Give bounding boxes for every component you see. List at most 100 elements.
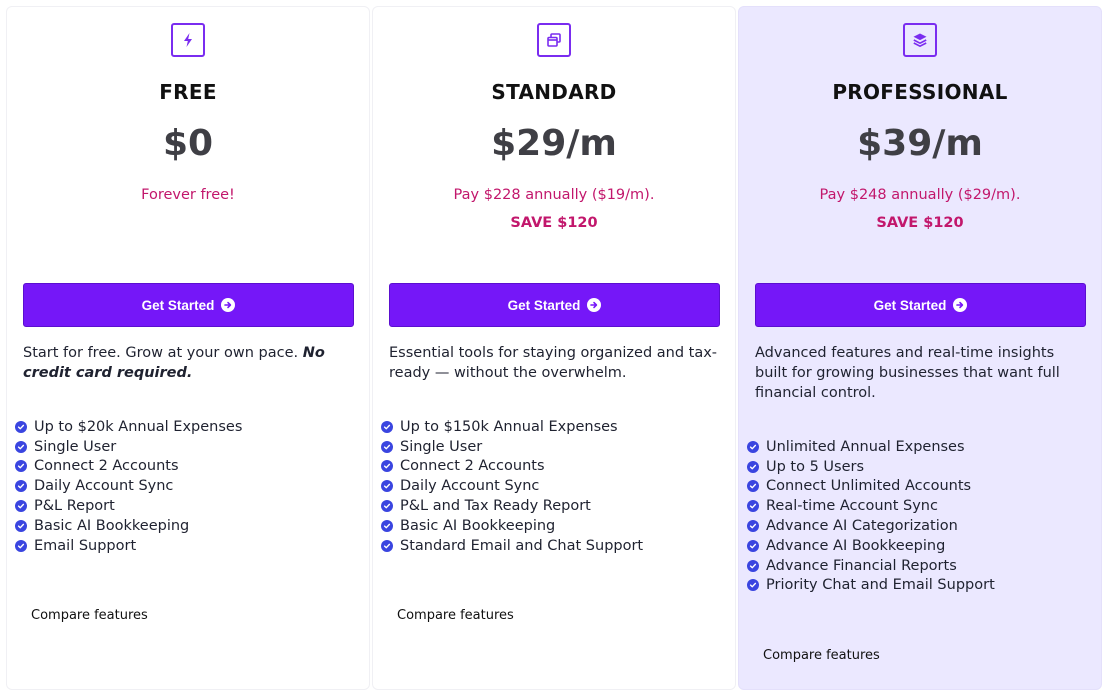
check-icon	[381, 420, 393, 433]
feature-label: Connect 2 Accounts	[34, 458, 179, 475]
feature-item: Daily Account Sync	[381, 476, 731, 496]
check-icon	[747, 559, 759, 572]
plan-savings: SAVE $120	[510, 215, 598, 231]
get-started-label: Get Started	[507, 297, 581, 313]
feature-item: Single User	[381, 437, 731, 457]
check-icon	[15, 480, 27, 493]
check-icon	[381, 500, 393, 513]
arrow-right-icon	[221, 298, 236, 312]
feature-label: Standard Email and Chat Support	[400, 537, 644, 554]
feature-item: Single User	[15, 437, 365, 457]
feature-item: Daily Account Sync	[15, 476, 365, 496]
check-icon	[747, 440, 759, 453]
check-icon	[15, 500, 27, 513]
layers-icon	[903, 23, 937, 57]
plan-card-standard: STANDARD $29/m Pay $228 annually ($19/m)…	[372, 6, 736, 690]
feature-label: Advance AI Categorization	[766, 518, 958, 535]
feature-item: P&L and Tax Ready Report	[381, 496, 731, 516]
feature-label: Connect 2 Accounts	[400, 458, 545, 475]
plan-price: $0	[162, 123, 214, 164]
plan-description: Advanced features and real-time insights…	[755, 345, 1060, 401]
feature-item: Standard Email and Chat Support	[381, 536, 731, 556]
feature-list: Up to $20k Annual Expenses Single User C…	[15, 417, 365, 556]
compare-features-link[interactable]: Compare features	[397, 608, 514, 623]
feature-label: Basic AI Bookkeeping	[34, 517, 190, 534]
arrow-right-icon	[587, 298, 602, 312]
feature-item: Email Support	[15, 536, 365, 556]
get-started-button[interactable]: Get Started	[23, 283, 354, 327]
windows-icon	[537, 23, 571, 57]
feature-label: Up to $150k Annual Expenses	[400, 418, 618, 435]
feature-item: Connect 2 Accounts	[381, 457, 731, 477]
feature-item: Connect Unlimited Accounts	[747, 477, 1097, 497]
check-icon	[747, 500, 759, 513]
check-icon	[747, 480, 759, 493]
feature-item: Basic AI Bookkeeping	[15, 516, 365, 536]
feature-item: Up to $20k Annual Expenses	[15, 417, 365, 437]
feature-item: Priority Chat and Email Support	[747, 576, 1097, 596]
check-icon	[15, 539, 27, 552]
feature-item: Advance Financial Reports	[747, 556, 1097, 576]
plan-name: FREE	[159, 80, 217, 104]
check-icon	[747, 460, 759, 473]
feature-item: Up to 5 Users	[747, 457, 1097, 477]
plan-savings: SAVE $120	[876, 215, 964, 231]
feature-item: Advance AI Bookkeeping	[747, 536, 1097, 556]
feature-label: Connect Unlimited Accounts	[766, 478, 972, 495]
plan-billing-note: Forever free!	[141, 187, 235, 203]
plan-description-text: Start for free. Grow at your own pace.	[23, 345, 303, 361]
get-started-label: Get Started	[873, 297, 947, 313]
feature-item: Unlimited Annual Expenses	[747, 437, 1097, 457]
feature-label: Advance Financial Reports	[766, 557, 957, 574]
plan-name: STANDARD	[491, 80, 617, 104]
check-icon	[15, 519, 27, 532]
get-started-button[interactable]: Get Started	[389, 283, 720, 327]
check-icon	[381, 519, 393, 532]
compare-features-link[interactable]: Compare features	[763, 648, 880, 663]
feature-label: Up to $20k Annual Expenses	[34, 418, 243, 435]
feature-item: Connect 2 Accounts	[15, 457, 365, 477]
feature-label: Basic AI Bookkeeping	[400, 517, 556, 534]
feature-label: Real-time Account Sync	[766, 498, 938, 515]
check-icon	[381, 539, 393, 552]
plan-description-emphasis: No credit card required.	[23, 345, 325, 381]
plan-card-professional: PROFESSIONAL $39/m Pay $248 annually ($2…	[738, 6, 1102, 690]
check-icon	[15, 440, 27, 453]
feature-label: Single User	[400, 438, 483, 455]
check-icon	[15, 420, 27, 433]
check-icon	[381, 480, 393, 493]
compare-features-link[interactable]: Compare features	[31, 608, 148, 623]
check-icon	[381, 460, 393, 473]
check-icon	[15, 460, 27, 473]
lightning-icon	[171, 23, 205, 57]
plan-billing-note: Pay $228 annually ($19/m).	[453, 187, 655, 203]
feature-label: Daily Account Sync	[400, 478, 540, 495]
check-icon	[381, 440, 393, 453]
arrow-right-icon	[953, 298, 968, 312]
check-icon	[747, 539, 759, 552]
plan-name: PROFESSIONAL	[832, 80, 1008, 104]
plan-billing-note: Pay $248 annually ($29/m).	[819, 187, 1021, 203]
feature-label: P&L and Tax Ready Report	[400, 498, 591, 515]
plan-description: Start for free. Grow at your own pace. N…	[23, 343, 357, 383]
feature-label: Email Support	[34, 537, 137, 554]
feature-label: Up to 5 Users	[766, 458, 865, 475]
feature-label: Daily Account Sync	[34, 478, 174, 495]
feature-label: Single User	[34, 438, 117, 455]
feature-list: Unlimited Annual Expenses Up to 5 Users …	[747, 437, 1097, 595]
plan-price: $39/m	[857, 123, 983, 164]
feature-item: Advance AI Categorization	[747, 516, 1097, 536]
plan-price: $29/m	[491, 123, 617, 164]
get-started-button[interactable]: Get Started	[755, 283, 1086, 327]
get-started-label: Get Started	[141, 297, 215, 313]
feature-label: Unlimited Annual Expenses	[766, 438, 965, 455]
plan-card-free: FREE $0 Forever free! Get Started Start …	[6, 6, 370, 690]
feature-list: Up to $150k Annual Expenses Single User …	[381, 417, 731, 556]
feature-item: P&L Report	[15, 496, 365, 516]
check-icon	[747, 520, 759, 533]
check-icon	[747, 579, 759, 592]
feature-item: Basic AI Bookkeeping	[381, 516, 731, 536]
feature-item: Up to $150k Annual Expenses	[381, 417, 731, 437]
plan-description: Essential tools for staying organized an…	[389, 345, 718, 381]
